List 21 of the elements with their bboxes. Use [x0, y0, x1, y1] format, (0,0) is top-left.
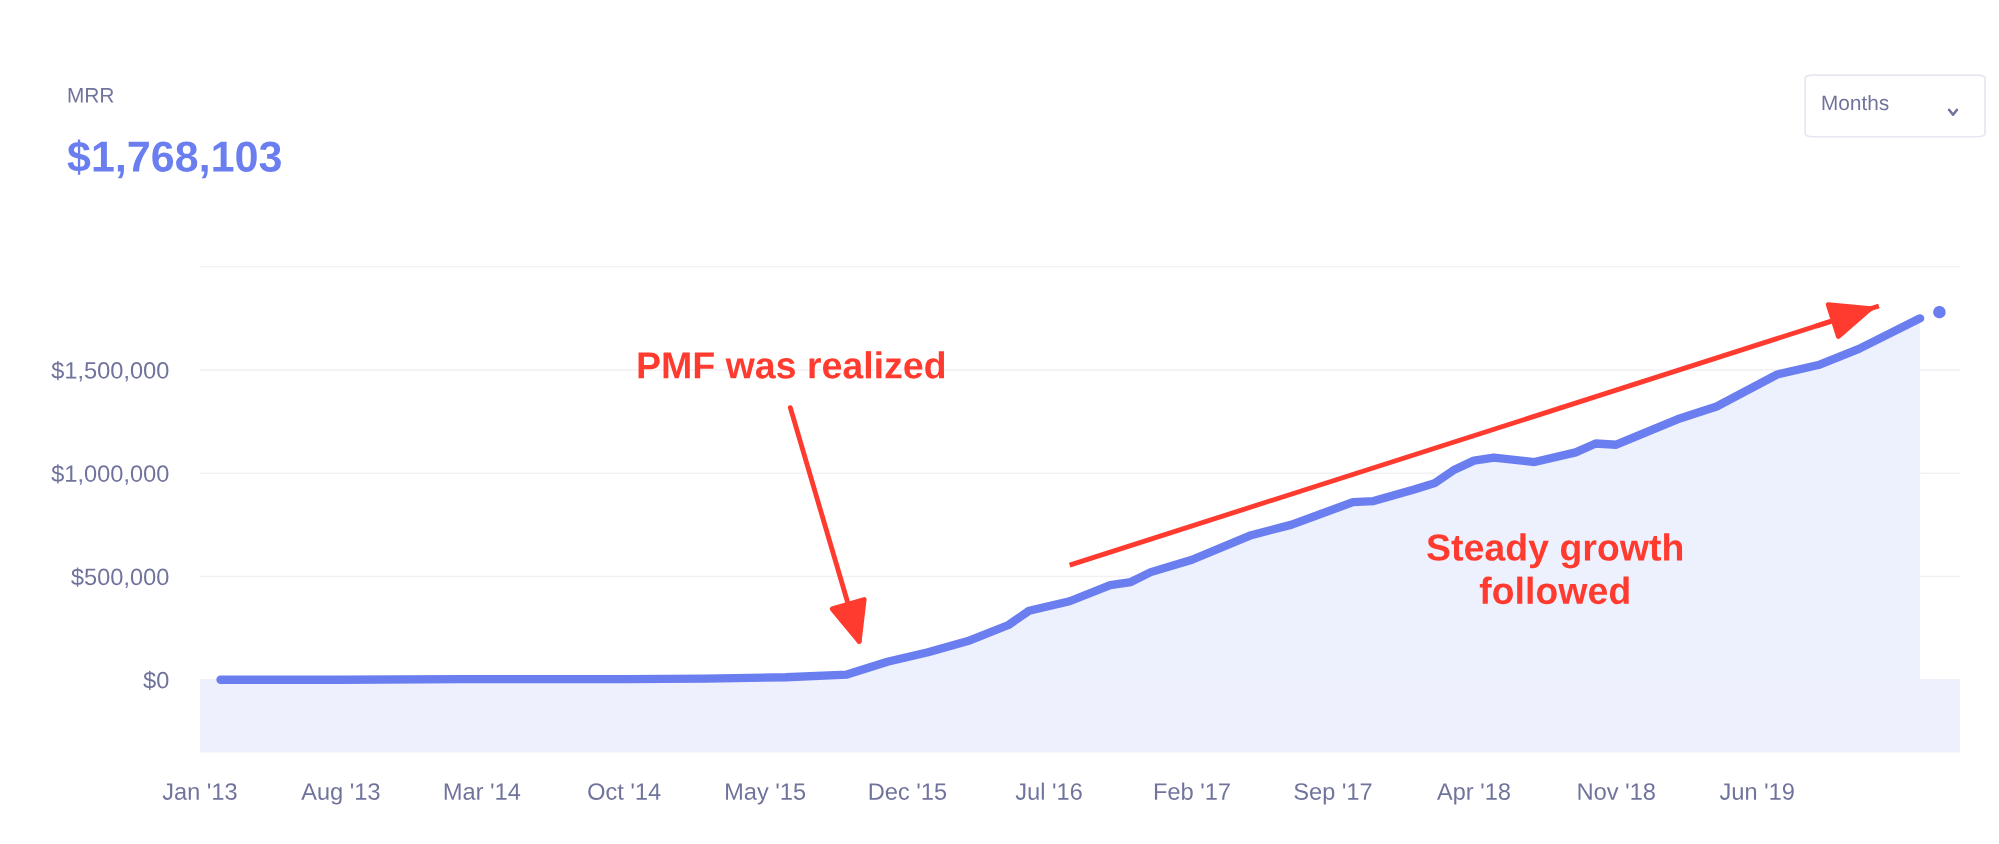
x-tick-label: Dec '15 [869, 783, 947, 800]
y-tick-label: $1,000,000 [51, 464, 169, 485]
x-tick-label: Feb '17 [1154, 782, 1230, 800]
chart-subtitle: $1,768,103 [67, 139, 281, 179]
x-tick-label: Apr '18 [1436, 783, 1510, 805]
x-tick-label: Nov '18 [1578, 783, 1655, 800]
chart-title: MRR [68, 88, 114, 103]
y-tick-label: $500,000 [71, 567, 169, 589]
x-tick-label: Aug '13 [301, 783, 380, 805]
y-tick-label: $1,500,000 [51, 361, 169, 382]
annotation: PMF was realized [638, 351, 945, 379]
text: Months [1822, 94, 1889, 111]
y-tick-label: $0 [143, 670, 169, 690]
x-tick-label: Sep '17 [1294, 783, 1372, 805]
x-tick-label: May '15 [726, 783, 806, 805]
x-tick-label: Jun '19 [1719, 783, 1794, 800]
x-tick-label: Jul '16 [1015, 782, 1082, 800]
x-tick-label: Jan '13 [162, 783, 237, 800]
x-tick-label: Mar '14 [444, 783, 521, 800]
annotation: Steady growth followed [1427, 533, 1683, 605]
x-tick-label: Oct '14 [588, 783, 661, 800]
